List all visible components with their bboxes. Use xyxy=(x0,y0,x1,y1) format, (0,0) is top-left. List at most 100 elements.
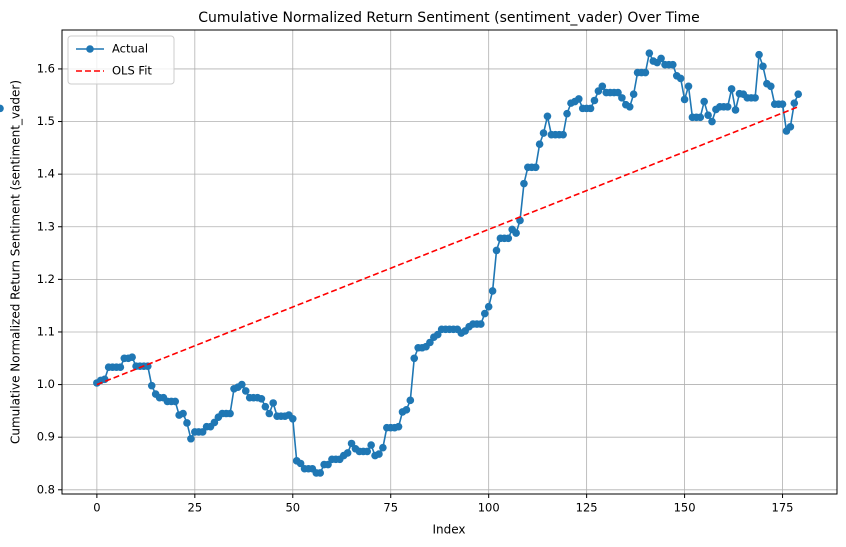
y-tick-label: 1.1 xyxy=(37,324,55,338)
x-tick-label: 75 xyxy=(383,501,398,515)
data-point xyxy=(535,140,544,148)
x-tick-label: 50 xyxy=(285,501,300,515)
y-tick-label: 1.5 xyxy=(37,114,55,128)
data-point xyxy=(480,309,489,318)
data-point xyxy=(786,122,795,131)
data-point xyxy=(402,406,411,414)
data-point xyxy=(790,99,799,107)
data-point xyxy=(657,54,665,63)
y-tick-label: 1.6 xyxy=(37,61,55,75)
x-tick-label: 125 xyxy=(576,501,598,515)
data-point xyxy=(375,450,383,458)
data-point xyxy=(0,104,4,113)
data-point xyxy=(614,88,622,97)
y-tick-label: 1.4 xyxy=(37,167,55,181)
data-point xyxy=(477,320,485,328)
data-point xyxy=(241,387,250,395)
data-point xyxy=(116,363,125,372)
data-point xyxy=(296,459,305,468)
data-point xyxy=(406,396,415,405)
x-tick-label: 150 xyxy=(674,501,696,515)
data-point xyxy=(288,414,297,423)
data-point xyxy=(645,49,654,57)
data-point xyxy=(543,112,552,121)
data-point xyxy=(504,234,513,243)
data-point xyxy=(343,449,352,457)
data-point xyxy=(394,422,403,431)
data-point xyxy=(641,68,650,77)
data-point xyxy=(669,60,677,69)
data-point xyxy=(261,402,270,411)
data-point xyxy=(684,82,693,91)
data-point xyxy=(766,82,775,91)
data-point xyxy=(696,113,705,122)
data-point xyxy=(704,111,712,120)
data-point xyxy=(723,103,732,111)
data-point xyxy=(426,338,434,347)
y-tick-label: 1.0 xyxy=(37,377,55,391)
y-tick-label: 0.8 xyxy=(37,482,55,496)
data-point xyxy=(676,74,685,83)
data-point xyxy=(363,447,372,456)
data-point xyxy=(598,82,607,91)
data-point xyxy=(171,397,180,406)
data-point xyxy=(751,94,759,102)
data-point xyxy=(210,418,219,427)
data-point xyxy=(700,97,708,106)
data-point xyxy=(794,90,803,98)
y-tick-label: 1.2 xyxy=(37,272,55,286)
data-point xyxy=(265,409,274,418)
data-point xyxy=(629,90,638,98)
x-tick-label: 100 xyxy=(478,501,500,515)
data-point xyxy=(488,287,497,295)
data-point xyxy=(257,394,266,403)
data-point xyxy=(618,94,626,102)
data-point xyxy=(755,50,763,59)
data-point xyxy=(324,460,332,469)
data-point xyxy=(226,409,234,418)
y-tick-label: 0.9 xyxy=(37,430,55,444)
data-point xyxy=(559,130,567,139)
data-point xyxy=(778,100,787,108)
data-point xyxy=(238,380,246,389)
data-point xyxy=(269,399,277,407)
legend-box xyxy=(67,35,175,85)
x-tick-label: 25 xyxy=(188,501,203,515)
data-point xyxy=(708,117,716,126)
data-point xyxy=(198,428,207,436)
data-point xyxy=(625,103,634,111)
legend-marker xyxy=(86,45,94,53)
plot-frame xyxy=(61,29,838,495)
data-point xyxy=(379,443,387,452)
data-point xyxy=(590,96,599,105)
data-point xyxy=(147,381,156,390)
data-point xyxy=(680,95,689,104)
data-point xyxy=(586,104,595,113)
legend-label: Actual xyxy=(112,42,148,56)
data-point xyxy=(512,229,520,237)
legend-label: OLS Fit xyxy=(112,64,152,78)
data-point xyxy=(433,330,442,339)
data-point xyxy=(531,163,540,172)
data-point xyxy=(727,85,736,93)
data-point xyxy=(539,129,548,137)
data-point xyxy=(316,469,325,477)
x-tick-label: 0 xyxy=(93,501,100,515)
data-point xyxy=(128,353,136,362)
data-point xyxy=(410,354,419,363)
data-point xyxy=(520,179,528,188)
chart-title: Cumulative Normalized Return Sentiment (… xyxy=(198,10,700,26)
x-tick-label: 175 xyxy=(772,501,794,515)
data-point xyxy=(484,302,493,311)
x-axis-label: Index xyxy=(432,523,465,537)
data-point xyxy=(759,62,767,71)
data-point xyxy=(492,246,501,255)
data-point xyxy=(187,434,195,443)
data-point xyxy=(574,95,583,103)
data-point xyxy=(367,441,375,449)
data-point xyxy=(563,109,571,118)
data-point xyxy=(731,106,740,114)
series-line xyxy=(96,106,799,386)
